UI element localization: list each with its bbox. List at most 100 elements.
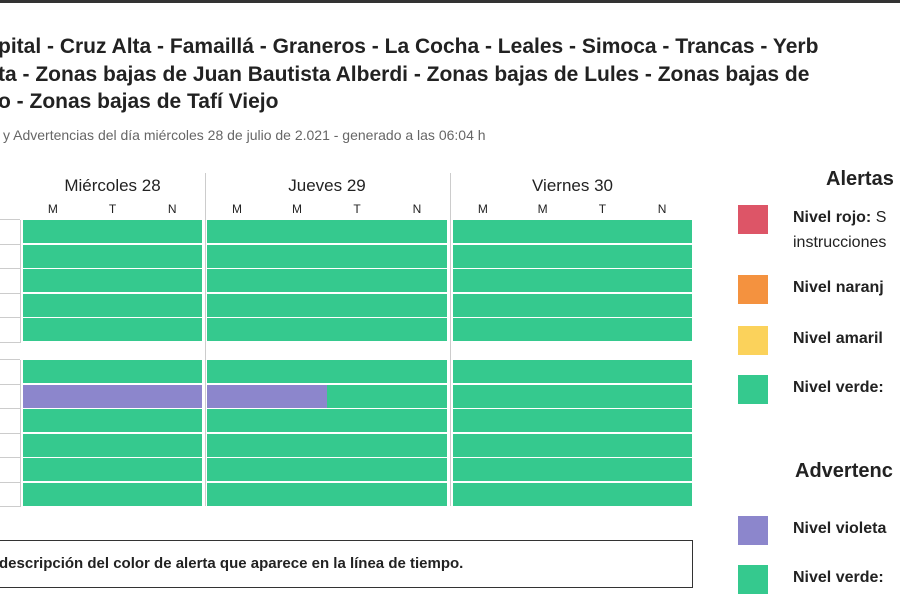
timeline-cell bbox=[632, 433, 692, 457]
timeline-cell bbox=[207, 360, 267, 383]
timeline-cell bbox=[512, 360, 573, 383]
timeline-cell bbox=[142, 318, 202, 341]
legend-swatch bbox=[738, 565, 768, 594]
timeline-cell bbox=[142, 433, 202, 457]
timeline-cell bbox=[632, 458, 692, 481]
timeline-cell bbox=[453, 458, 513, 481]
legend-text: instrucciones bbox=[793, 234, 887, 251]
row-line bbox=[0, 219, 20, 220]
timeline-cell bbox=[267, 409, 327, 432]
timeline-cell bbox=[207, 409, 267, 432]
timeline-cell bbox=[572, 220, 633, 243]
legend-label: Nivel amaril bbox=[793, 330, 883, 347]
timeline-cell bbox=[207, 433, 267, 457]
slot-label: T bbox=[108, 202, 117, 216]
timeline-cell bbox=[512, 293, 573, 317]
legend-label: Nivel naranj bbox=[793, 279, 884, 296]
slot-label: M bbox=[232, 202, 242, 216]
timeline-cell bbox=[572, 458, 633, 481]
timeline-cell bbox=[207, 293, 267, 317]
timeline-cell bbox=[572, 318, 633, 341]
legend-swatch bbox=[738, 275, 768, 304]
timeline-cell bbox=[267, 482, 327, 506]
timeline-cell bbox=[327, 220, 387, 243]
legend-label: Nivel rojo: bbox=[793, 209, 872, 226]
row-line bbox=[0, 317, 20, 318]
timeline-cell bbox=[23, 244, 83, 268]
timeline-cell bbox=[572, 293, 633, 317]
timeline-cell bbox=[82, 482, 143, 506]
timeline-cell bbox=[23, 433, 83, 457]
timeline-cell bbox=[572, 409, 633, 432]
timeline-cell bbox=[267, 293, 327, 317]
timeline-cell bbox=[327, 269, 387, 292]
timeline-cell bbox=[453, 482, 513, 506]
timeline-cell bbox=[207, 384, 267, 408]
timeline-cell bbox=[142, 384, 202, 408]
timeline-cell bbox=[23, 458, 83, 481]
timeline-cell bbox=[267, 269, 327, 292]
timeline-cell bbox=[142, 458, 202, 481]
legend-item: Nivel verde: bbox=[793, 379, 884, 397]
timeline-cell bbox=[82, 384, 143, 408]
legend-item: Nivel amaril bbox=[793, 330, 883, 348]
timeline-cell bbox=[512, 269, 573, 292]
timeline-cell bbox=[632, 293, 692, 317]
timeline-cell bbox=[327, 318, 387, 341]
timeline-cell bbox=[453, 244, 513, 268]
row-line bbox=[0, 481, 20, 483]
timeline-cell bbox=[207, 244, 267, 268]
timeline-cell bbox=[23, 293, 83, 317]
row-line bbox=[0, 268, 20, 269]
timeline-cell bbox=[572, 433, 633, 457]
timeline-cell bbox=[327, 458, 387, 481]
timeline-cell bbox=[512, 409, 573, 432]
timeline-cell bbox=[572, 360, 633, 383]
timeline-cell bbox=[327, 384, 387, 408]
legend-label: Nivel verde: bbox=[793, 569, 884, 586]
timeline-cell bbox=[327, 293, 387, 317]
timeline-cell bbox=[512, 433, 573, 457]
timeline-cell bbox=[267, 220, 327, 243]
timeline-cell bbox=[267, 384, 327, 408]
timeline-cell bbox=[82, 360, 143, 383]
timeline-cell bbox=[327, 244, 387, 268]
timeline-cell bbox=[632, 384, 692, 408]
row-line bbox=[0, 292, 20, 294]
row-line bbox=[0, 457, 20, 458]
legend-heading: Alertas bbox=[826, 168, 894, 190]
legend-swatch bbox=[738, 375, 768, 404]
legend-label: Nivel violeta bbox=[793, 520, 887, 537]
legend-item: Nivel rojo: S bbox=[793, 209, 886, 227]
timeline-cell bbox=[453, 220, 513, 243]
timeline-cell bbox=[387, 409, 447, 432]
timeline-cell bbox=[207, 269, 267, 292]
timeline-cell bbox=[142, 244, 202, 268]
slot-label: M bbox=[477, 202, 488, 216]
timeline-cell bbox=[23, 318, 83, 341]
timeline-cell bbox=[387, 458, 447, 481]
note-box: descripción del color de alerta que apar… bbox=[0, 540, 693, 588]
note-text: descripción del color de alerta que apar… bbox=[0, 555, 464, 572]
timeline-cell bbox=[387, 318, 447, 341]
timeline-cell bbox=[82, 269, 143, 292]
timeline-cell bbox=[512, 220, 573, 243]
title-line: pital - Cruz Alta - Famaillá - Graneros … bbox=[0, 35, 819, 58]
timeline-cell bbox=[207, 318, 267, 341]
timeline-cell bbox=[387, 293, 447, 317]
timeline-cell bbox=[572, 482, 633, 506]
timeline-cell bbox=[23, 482, 83, 506]
timeline-cell bbox=[572, 244, 633, 268]
timeline-cell bbox=[82, 244, 143, 268]
timeline-cell bbox=[632, 269, 692, 292]
timeline-cell bbox=[207, 458, 267, 481]
timeline-cell bbox=[512, 244, 573, 268]
slot-label: M bbox=[537, 202, 548, 216]
row-line bbox=[0, 506, 20, 507]
timeline-cell bbox=[267, 433, 327, 457]
timeline-cell bbox=[453, 433, 513, 457]
timeline-cell bbox=[327, 360, 387, 383]
legend-item: Nivel verde: bbox=[793, 569, 884, 587]
legend-item: Nivel naranj bbox=[793, 279, 884, 297]
